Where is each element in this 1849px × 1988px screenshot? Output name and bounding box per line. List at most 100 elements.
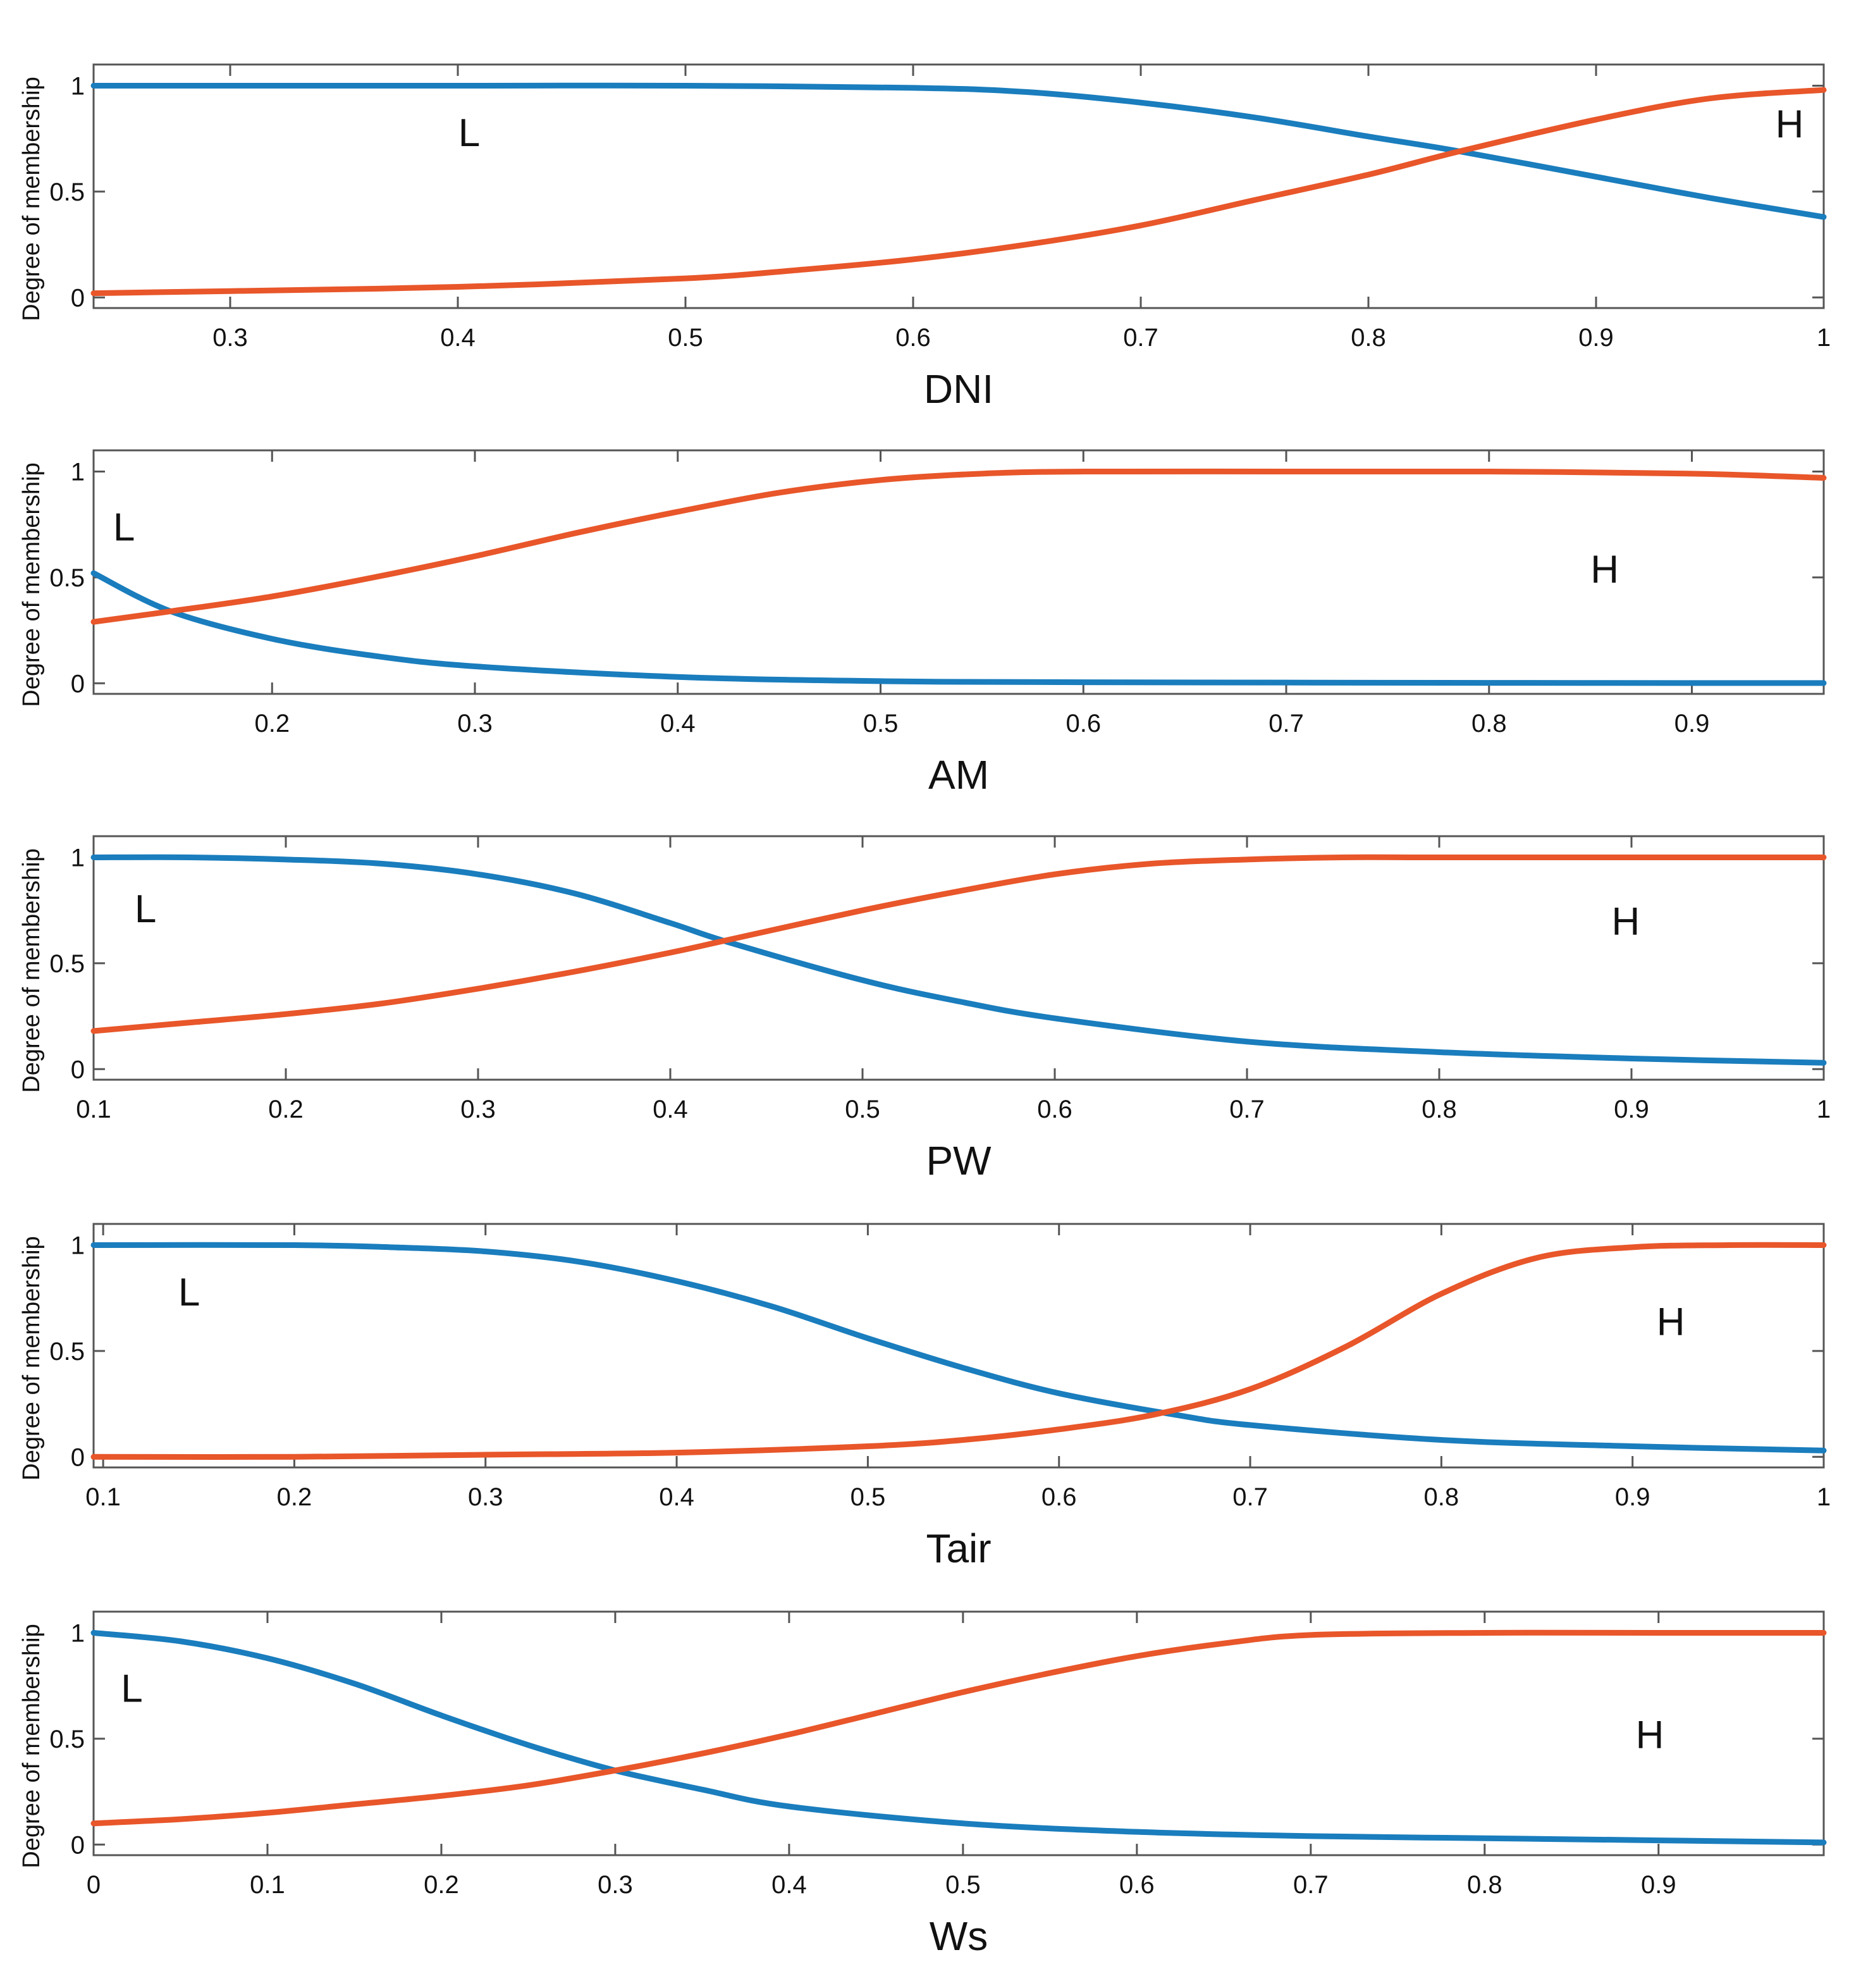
x-tick-label: 0.4 (440, 324, 476, 352)
x-tick-label: 0.3 (468, 1483, 503, 1511)
x-tick-label: 0.7 (1268, 710, 1304, 738)
y-axis-title: Degree of membership (18, 77, 45, 321)
x-tick-label: 0.3 (598, 1871, 633, 1899)
series-line-h (90, 468, 1827, 625)
series-line-l (90, 570, 1827, 686)
x-tick-label: 0.5 (845, 1096, 880, 1123)
series-line-l (90, 1242, 1827, 1454)
series-line-h (90, 87, 1827, 297)
y-tick-label: 0 (71, 1443, 85, 1471)
plot-frame (92, 63, 1825, 309)
chart-panel-dni: 0.3 0.4 0.5 0.6 0.7 0.8 0.9 1 0 0.5 1 L H DNI Degree o… (18, 63, 1831, 412)
x-tick-label: 0.9 (1641, 1871, 1676, 1899)
chart-panel-ws: 0 0.1 0.2 0.3 0.4 0.5 0.6 0.7 0.8 0.9 0 0.5 1 L H Ws Deg… (18, 1610, 1827, 1959)
y-axis-title: Degree of membership (18, 1236, 45, 1481)
chart-panel-pw: 0.1 0.2 0.3 0.4 0.5 0.6 0.7 0.8 0.9 1 0 0.5 1 L H PW Deg… (18, 835, 1831, 1183)
y-tick-label: 1 (71, 72, 85, 100)
y-tick-label: 0 (71, 284, 85, 312)
y-tick-label: 0.5 (49, 564, 85, 592)
x-tick-label: 0.8 (1467, 1871, 1502, 1899)
x-tick-label: 0.8 (1424, 1483, 1459, 1511)
y-tick-label: 0 (71, 1056, 85, 1084)
x-tick-label: 0.6 (1119, 1871, 1155, 1899)
x-tick-label: 0.9 (1614, 1096, 1649, 1123)
x-tick-label: 0.6 (1066, 710, 1101, 738)
x-tick-label: 0.1 (250, 1871, 285, 1899)
chart-panel-am: 0.2 0.3 0.4 0.5 0.6 0.7 0.8 0.9 0 0.5 1L H AM Degree … (18, 449, 1827, 798)
x-tick-label: 0.2 (268, 1096, 304, 1123)
series-line-h (90, 854, 1827, 1034)
x-tick-label: 0.8 (1422, 1096, 1457, 1123)
x-tick-label: 0.7 (1229, 1096, 1265, 1123)
plot-frame (92, 449, 1825, 695)
series-line-l (90, 1629, 1827, 1846)
x-tick-label: 0.7 (1293, 1871, 1329, 1899)
y-tick-label: 0.5 (49, 178, 85, 206)
y-tick-label: 0.5 (49, 950, 85, 978)
x-axis-title: DNI (924, 366, 993, 412)
x-tick-label: 0.2 (254, 710, 290, 738)
x-tick-label: 1 (1817, 1483, 1831, 1511)
x-tick-label: 0.5 (945, 1871, 981, 1899)
x-tick-label: 1 (1817, 1096, 1831, 1123)
x-axis-title: Tair (926, 1526, 991, 1571)
series-label-l: L (178, 1271, 200, 1314)
x-tick-label: 0.4 (660, 710, 696, 738)
x-tick-label: 0.5 (668, 324, 703, 352)
x-axis-title: PW (926, 1138, 992, 1183)
series-label-h: H (1590, 548, 1619, 591)
x-tick-label: 0.1 (85, 1483, 121, 1511)
x-tick-label: 0.1 (76, 1096, 111, 1123)
series-line-l (90, 854, 1827, 1066)
y-tick-label: 0.5 (49, 1338, 85, 1366)
y-axis-title: Degree of membership (18, 1624, 45, 1868)
x-tick-label: 0.7 (1232, 1483, 1268, 1511)
series-line-l (90, 82, 1827, 220)
x-tick-label: 0.3 (212, 324, 248, 352)
series-line-h (90, 1242, 1827, 1460)
x-tick-label: 0.4 (653, 1096, 688, 1123)
y-tick-label: 1 (71, 844, 85, 872)
x-axis-title: Ws (930, 1913, 988, 1959)
x-tick-label: 0.9 (1674, 710, 1710, 738)
y-tick-label: 0 (71, 670, 85, 698)
chart-panel-tair: 0.1 0.2 0.3 0.4 0.5 0.6 0.7 0.8 0.9 1 0 0.5 1 L H Tair D… (18, 1223, 1831, 1571)
series-label-h: H (1611, 900, 1640, 944)
x-tick-label: 0.3 (457, 710, 493, 738)
x-tick-label: 0.6 (1041, 1483, 1077, 1511)
series-label-l: L (121, 1667, 142, 1711)
series-label-l: L (135, 887, 156, 931)
x-tick-label: 1 (1817, 324, 1831, 352)
x-tick-label: 0.6 (895, 324, 931, 352)
y-tick-label: 1 (71, 1232, 85, 1259)
x-tick-label: 0.2 (424, 1871, 459, 1899)
series-label-l: L (458, 111, 480, 155)
x-tick-label: 0.9 (1615, 1483, 1650, 1511)
x-tick-label: 0.4 (659, 1483, 694, 1511)
y-axis-title: Degree of membership (18, 848, 45, 1093)
series-label-h: H (1657, 1300, 1685, 1344)
y-tick-label: 1 (71, 1619, 85, 1647)
x-tick-label: 0 (87, 1871, 101, 1899)
x-tick-label: 0.8 (1471, 710, 1507, 738)
x-tick-label: 0.9 (1578, 324, 1614, 352)
series-line-h (90, 1629, 1827, 1827)
y-tick-label: 1 (71, 458, 85, 486)
x-tick-label: 0.5 (851, 1483, 886, 1511)
series-label-h: H (1636, 1713, 1664, 1757)
plot-frame (92, 835, 1825, 1081)
x-axis-title: AM (928, 752, 989, 798)
x-tick-label: 0.4 (771, 1871, 807, 1899)
x-tick-label: 0.5 (863, 710, 899, 738)
x-tick-label: 0.8 (1351, 324, 1386, 352)
x-tick-label: 0.6 (1037, 1096, 1072, 1123)
plot-frame (92, 1610, 1825, 1856)
series-label-h: H (1776, 103, 1804, 147)
x-tick-label: 0.3 (460, 1096, 496, 1123)
plot-frame (92, 1223, 1825, 1469)
y-tick-label: 0.5 (49, 1726, 85, 1753)
y-axis-title: Degree of membership (18, 462, 45, 707)
series-label-l: L (113, 506, 135, 550)
